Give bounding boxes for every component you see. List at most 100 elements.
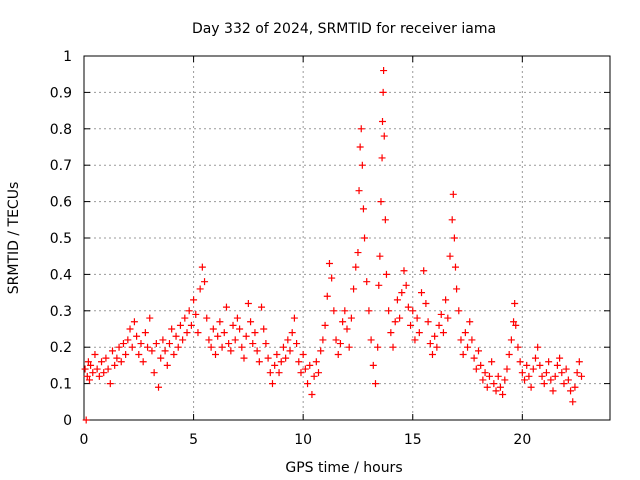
data-point [341,307,349,315]
data-point [325,259,333,267]
data-point [411,336,419,344]
data-point [163,361,171,369]
y-axis-label: SRMTID / TECUs [6,182,22,295]
data-point [268,380,276,388]
data-point [545,358,553,366]
data-point [181,314,189,322]
data-point [525,372,533,380]
x-axis-label: GPS time / hours [285,460,402,476]
data-point [242,332,250,340]
data-point [306,361,314,369]
data-point [262,340,270,348]
x-tick-label: 20 [513,432,531,448]
data-point [553,361,561,369]
data-point [562,365,570,373]
data-point [393,296,401,304]
data-point [356,143,364,151]
data-point [415,329,423,337]
data-point [472,365,480,373]
y-tick-label: 0.8 [50,122,72,138]
data-point [157,354,165,362]
data-point [511,300,519,308]
data-point [343,325,351,333]
data-point [477,361,485,369]
data-point [400,267,408,275]
data-point [571,383,579,391]
data-point [573,369,581,377]
data-point [534,343,542,351]
data-point [277,358,285,366]
data-point [409,307,417,315]
data-point [190,296,198,304]
data-point [295,358,303,366]
data-point [111,361,119,369]
data-point [106,380,114,388]
data-point [404,303,412,311]
data-point [527,383,535,391]
data-point [288,329,296,337]
data-point [236,325,244,333]
data-point [150,369,158,377]
data-point [371,380,379,388]
data-point [494,372,502,380]
data-point [485,372,493,380]
data-point [521,376,529,384]
x-tick-label: 0 [80,432,89,448]
data-point [315,369,323,377]
data-point [507,336,515,344]
data-point [510,318,518,326]
data-point [492,387,500,395]
data-point [413,314,421,322]
data-point [551,372,559,380]
data-point [453,285,461,293]
data-point [266,369,274,377]
data-point [179,336,187,344]
data-point [516,358,524,366]
data-point [279,343,287,351]
data-point [321,321,329,329]
data-point [89,369,97,377]
data-point [558,369,566,377]
data-point [209,325,217,333]
data-point [468,336,476,344]
data-point [133,332,141,340]
data-point [128,343,136,351]
data-point [350,285,358,293]
data-point [91,350,99,358]
data-point [247,318,255,326]
y-tick-label: 0.9 [50,85,72,101]
data-point [336,340,344,348]
data-point [380,67,388,75]
data-point [225,340,233,348]
data-point [359,205,367,213]
data-point [381,216,389,224]
y-tick-label: 0.2 [50,340,72,356]
data-point [135,350,143,358]
data-point [130,318,138,326]
data-point [466,318,474,326]
data-point [396,314,404,322]
data-point [518,369,526,377]
data-point [490,380,498,388]
data-point [100,369,108,377]
data-point [222,303,230,311]
data-point [117,358,125,366]
data-point [428,350,436,358]
data-point [382,270,390,278]
data-point [496,383,504,391]
data-point [165,340,173,348]
data-point [81,365,89,373]
data-point [137,340,145,348]
y-tick-label: 0.6 [50,195,72,211]
data-point [389,343,397,351]
data-point [407,321,415,329]
data-point [431,332,439,340]
chart-title: Day 332 of 2024, SRMTID for receiver iam… [192,21,496,37]
data-points [81,67,586,424]
data-point [361,234,369,242]
data-point [87,361,95,369]
data-point [229,321,237,329]
data-point [264,354,272,362]
